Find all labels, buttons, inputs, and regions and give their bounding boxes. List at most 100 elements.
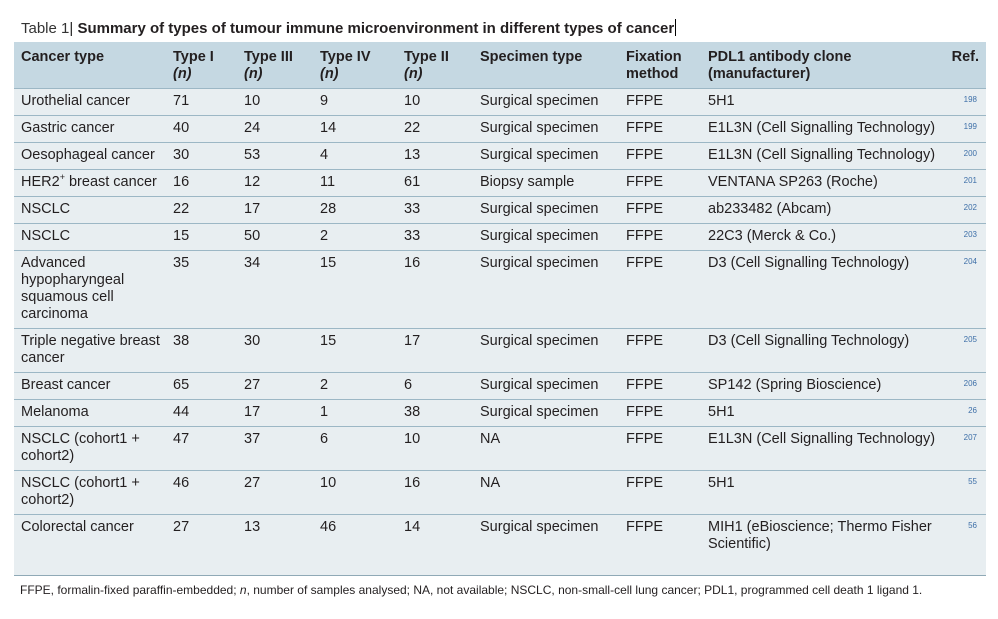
cell-antibody-clone: E1L3N (Cell Signalling Technology): [708, 146, 936, 163]
header-type4-label: Type IV: [320, 49, 371, 65]
cell-type2: 33: [404, 200, 421, 217]
table-footnote: FFPE, formalin-fixed paraffin-embedded; …: [20, 583, 980, 598]
cell-cancer-type: Oesophageal cancer: [21, 146, 155, 163]
cell-specimen-type: NA: [480, 430, 501, 447]
cell-antibody-clone: MIH1 (eBioscience; Thermo Fisher Scienti…: [708, 518, 932, 552]
table-row: Colorectal cancer 27 13 46 14 Surgical specim…: [14, 514, 986, 558]
cell-ref: 56: [968, 520, 977, 530]
header-antibody-line2: (manufacturer): [708, 66, 811, 82]
cell-specimen-type: Surgical specimen: [480, 518, 599, 535]
cell-type2: 16: [404, 474, 421, 491]
cell-type1: 65: [173, 376, 190, 393]
cell-ref: 206: [963, 378, 977, 388]
cell-type3: 50: [244, 227, 261, 244]
cell-fixation-method: FFPE: [626, 173, 664, 190]
cell-cancer-type: Advanced hypopharyngeal squamous cell ca…: [21, 254, 125, 322]
cancer-name: HER2: [21, 173, 60, 190]
cell-type4: 1: [320, 403, 329, 420]
table-title: Summary of types of tumour immune microe…: [77, 20, 675, 37]
table-body: Urothelial cancer 71 10 9 10 Surgical specime…: [14, 88, 986, 558]
header-fixation-line2: method: [626, 66, 679, 82]
table-row: NSCLC 22 17 28 33 Surgical specimen FFPE ab2334…: [14, 196, 986, 223]
cell-cancer-type: Triple negative breast cancer: [21, 332, 160, 366]
cell-specimen-type: Surgical specimen: [480, 403, 599, 420]
cell-type1: 47: [173, 430, 190, 447]
header-type2-n: (n): [404, 66, 423, 82]
cell-ref: 205: [963, 334, 977, 344]
cell-specimen-type: Surgical specimen: [480, 200, 599, 217]
cell-type1: 44: [173, 403, 190, 420]
cell-type2: 10: [404, 92, 421, 109]
table-caption: Table 1| Summary of types of tumour immu…: [14, 15, 986, 43]
cancer-superscript: +: [59, 171, 65, 182]
cell-ref: 202: [963, 202, 977, 212]
cell-type4: 4: [320, 146, 329, 163]
header-fixation-line1: Fixation: [626, 49, 682, 65]
table-row: Breast cancer 65 27 2 6 Surgical specimen FFPE…: [14, 372, 986, 399]
cell-type2: 10: [404, 430, 421, 447]
table-row: Urothelial cancer 71 10 9 10 Surgical specime…: [14, 88, 986, 115]
cell-fixation-method: FFPE: [626, 200, 664, 217]
cell-antibody-clone: 5H1: [708, 474, 735, 491]
cell-fixation-method: FFPE: [626, 92, 664, 109]
table-row: Melanoma 44 17 1 38 Surgical specimen FFPE 5H1 2…: [14, 399, 986, 426]
cell-type3: 27: [244, 474, 261, 491]
cell-ref: 26: [968, 405, 977, 415]
cell-type3: 17: [244, 403, 261, 420]
cell-type1: 71: [173, 92, 190, 109]
cell-fixation-method: FFPE: [626, 332, 664, 349]
header-type3-n: (n): [244, 66, 263, 82]
cell-fixation-method: FFPE: [626, 254, 664, 271]
cell-specimen-type: Surgical specimen: [480, 227, 599, 244]
cell-type3: 34: [244, 254, 261, 271]
cell-fixation-method: FFPE: [626, 119, 664, 136]
table-row: Advanced hypopharyngeal squamous cell ca…: [14, 250, 986, 328]
cell-type4: 46: [320, 518, 337, 535]
cell-type1: 46: [173, 474, 190, 491]
cell-ref: 55: [968, 476, 977, 486]
cell-ref: 204: [963, 256, 977, 266]
table-row: Triple negative breast cancer 38 30 15 17 Sur…: [14, 328, 986, 372]
table-label: Table 1: [21, 20, 70, 37]
cell-type3: 53: [244, 146, 261, 163]
cell-specimen-type: Surgical specimen: [480, 119, 599, 136]
cell-type1: 35: [173, 254, 190, 271]
cell-type4: 15: [320, 332, 337, 349]
table-row: NSCLC 15 50 2 33 Surgical specimen FFPE 22C3 (M…: [14, 223, 986, 250]
cell-antibody-clone: E1L3N (Cell Signalling Technology): [708, 430, 936, 447]
cell-specimen-type: Surgical specimen: [480, 376, 599, 393]
cell-type1: 16: [173, 173, 190, 190]
header-row: Cancer type Type I (n) Type III (n) Type I…: [14, 42, 986, 88]
cell-ref: 201: [963, 175, 977, 185]
data-table: Cancer type Type I (n) Type III (n) Type I…: [14, 42, 986, 558]
cell-antibody-clone: SP142 (Spring Bioscience): [708, 376, 882, 393]
cell-type2: 17: [404, 332, 421, 349]
cell-fixation-method: FFPE: [626, 430, 664, 447]
cell-type2: 16: [404, 254, 421, 271]
cell-antibody-clone: D3 (Cell Signalling Technology): [708, 332, 910, 349]
cell-ref: 203: [963, 229, 977, 239]
table-row: HER2+ breast cancer 16 12 11 61 Biopsy sample…: [14, 169, 986, 196]
table-row: Gastric cancer 40 24 14 22 Surgical specimen F…: [14, 115, 986, 142]
cell-cancer-type: HER2+ breast cancer: [14, 169, 166, 196]
cell-type2: 33: [404, 227, 421, 244]
cell-type4: 10: [320, 474, 337, 491]
cell-antibody-clone: D3 (Cell Signalling Technology): [708, 254, 910, 271]
cell-fixation-method: FFPE: [626, 376, 664, 393]
cell-ref: 198: [963, 94, 977, 104]
cell-specimen-type: Biopsy sample: [480, 173, 575, 190]
cell-type1: 40: [173, 119, 190, 136]
cell-antibody-clone: ab233482 (Abcam): [708, 200, 832, 217]
cell-type4: 15: [320, 254, 337, 271]
cell-type3: 24: [244, 119, 261, 136]
cell-type4: 28: [320, 200, 337, 217]
cell-type1: 30: [173, 146, 190, 163]
header-type2-label: Type II: [404, 49, 449, 65]
cell-ref: 207: [963, 432, 977, 442]
cell-cancer-type: Breast cancer: [21, 376, 111, 393]
cell-type3: 37: [244, 430, 261, 447]
cell-specimen-type: Surgical specimen: [480, 92, 599, 109]
cell-fixation-method: FFPE: [626, 403, 664, 420]
cell-specimen-type: NA: [480, 474, 501, 491]
cell-cancer-type: Melanoma: [21, 403, 89, 420]
